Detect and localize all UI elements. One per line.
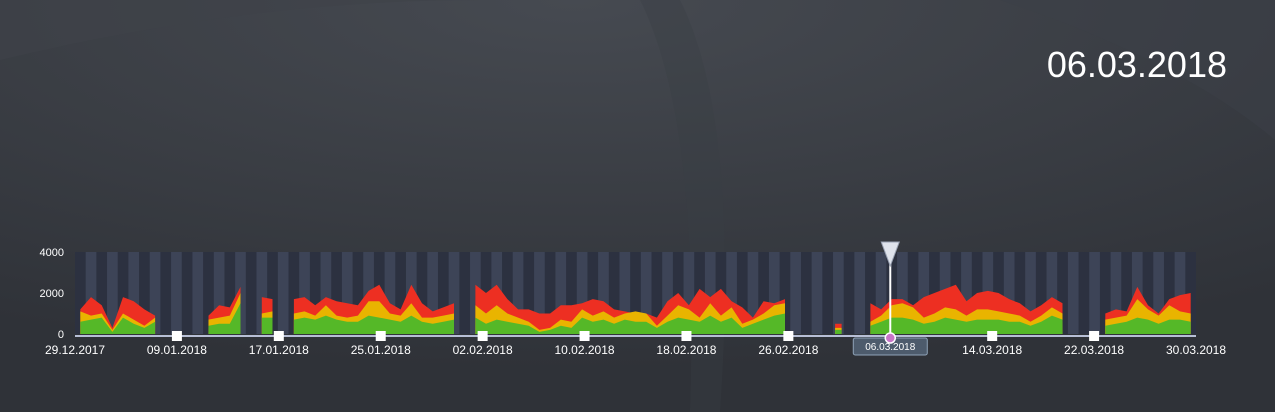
column-stripe [384, 252, 396, 334]
tick-marker[interactable] [1089, 331, 1100, 341]
series-area-2 [208, 303, 241, 334]
column-stripe [341, 252, 353, 334]
x-tick-label: 17.01.2018 [249, 343, 309, 357]
column-stripe [149, 252, 161, 334]
column-stripe [448, 252, 460, 334]
column-stripe [875, 252, 887, 334]
column-stripe [683, 252, 695, 334]
tick-marker[interactable] [579, 331, 590, 341]
x-tick-label-selected: 06.03.2018 [865, 342, 915, 353]
column-stripe [470, 252, 481, 334]
column-stripe [576, 252, 588, 334]
series-area-2 [1105, 317, 1191, 334]
column-stripe [768, 252, 780, 334]
x-tick-label: 30.03.2018 [1166, 343, 1226, 357]
x-tick-label: 18.02.2018 [656, 343, 716, 357]
y-tick-label: 0 [58, 329, 64, 341]
y-tick-label: 2000 [40, 288, 64, 300]
x-tick-label: 14.03.2018 [962, 343, 1022, 357]
column-stripe [811, 252, 823, 334]
x-tick-label: 09.01.2018 [147, 343, 207, 357]
column-stripe [192, 252, 204, 334]
column-stripe [833, 252, 844, 334]
column-stripe [256, 252, 268, 334]
column-stripe [1089, 252, 1100, 334]
y-tick-label: 4000 [40, 247, 64, 259]
stacked-areas [80, 284, 1191, 334]
column-stripe [534, 252, 545, 334]
x-tick-label: 25.01.2018 [351, 343, 411, 357]
marker-dot[interactable] [884, 332, 897, 344]
column-stripe [213, 252, 225, 334]
tick-marker[interactable] [783, 331, 794, 341]
column-stripe [897, 252, 908, 334]
series-area-2 [475, 313, 785, 334]
column-stripe [171, 252, 182, 334]
column-stripe [790, 252, 801, 334]
column-stripe [1153, 252, 1164, 334]
x-tick-label: 10.02.2018 [555, 343, 615, 357]
series-area-2 [261, 317, 273, 334]
column-stripe [747, 252, 759, 334]
column-stripe [726, 252, 737, 334]
column-stripe [85, 252, 97, 334]
column-stripe [277, 252, 289, 334]
series-area-2 [80, 317, 156, 334]
column-stripe [427, 252, 438, 334]
column-stripe [320, 252, 332, 334]
selected-date-title: 06.03.2018 [1046, 44, 1227, 85]
column-stripe [598, 252, 609, 334]
column-stripe [704, 252, 716, 334]
column-stripe [619, 252, 631, 334]
column-stripe [128, 252, 140, 334]
column-stripe [640, 252, 652, 334]
column-stripe [1003, 252, 1015, 334]
column-stripe [854, 252, 866, 334]
tick-marker[interactable] [681, 331, 692, 341]
column-stripe [1025, 252, 1036, 334]
column-stripe [1110, 252, 1122, 334]
y-axis: 0 2000 4000 [40, 247, 64, 341]
column-stripe [1046, 252, 1058, 334]
series-area-2 [870, 315, 1063, 334]
column-stripe [512, 252, 524, 334]
tick-marker[interactable] [171, 331, 182, 341]
column-stripe [299, 252, 310, 334]
tick-marker[interactable] [375, 331, 386, 341]
column-stripe [555, 252, 567, 334]
x-axis: 29.12.2017 09.01.2018 17.01.2018 25.01.2018… [45, 331, 1226, 357]
column-stripe [918, 252, 930, 334]
column-stripe [662, 252, 673, 334]
tick-marker[interactable] [273, 331, 284, 341]
x-tick-label: 22.03.2018 [1064, 343, 1124, 357]
x-tick-label: 02.02.2018 [453, 343, 513, 357]
series-area-2 [293, 315, 455, 334]
column-stripe [1067, 252, 1079, 334]
column-stripe [107, 252, 118, 334]
series-area-2 [835, 329, 842, 334]
tick-marker[interactable] [477, 331, 488, 341]
tick-marker[interactable] [987, 331, 998, 341]
x-tick-label: 26.02.2018 [758, 343, 818, 357]
column-stripe [1174, 252, 1186, 334]
marker-handle-icon[interactable] [880, 241, 900, 268]
date-marker[interactable] [880, 241, 900, 344]
x-tick-label: 29.12.2017 [45, 343, 105, 357]
column-stripe [961, 252, 972, 334]
